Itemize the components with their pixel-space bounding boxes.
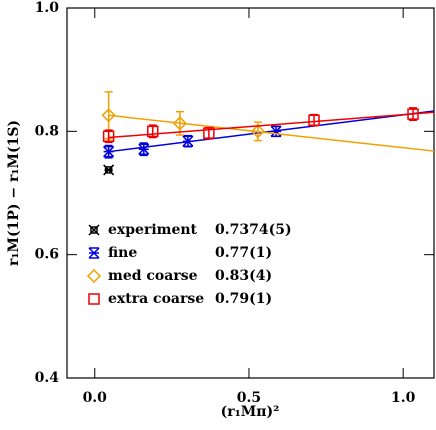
data-point bbox=[103, 145, 115, 158]
data-point bbox=[172, 116, 187, 131]
data-point bbox=[103, 164, 115, 176]
legend-result: 0.79(1) bbox=[215, 291, 272, 307]
x-tick-label: 0.0 bbox=[83, 390, 108, 406]
x-tick-label: 0.5 bbox=[237, 390, 261, 406]
legend-marker bbox=[88, 293, 100, 305]
error-bar bbox=[409, 107, 418, 121]
error-bar bbox=[175, 110, 184, 136]
legend-result: 0.7374(5) bbox=[215, 222, 292, 238]
data-point bbox=[250, 124, 265, 139]
data-point bbox=[101, 108, 116, 123]
x-axis-label: (r₁Mπ)² bbox=[221, 404, 280, 420]
data-point bbox=[102, 130, 115, 143]
error-bar bbox=[148, 124, 157, 139]
legend-marker bbox=[86, 268, 102, 284]
data-point bbox=[270, 125, 282, 138]
legend-label: fine bbox=[108, 245, 137, 261]
error-bar bbox=[104, 129, 113, 144]
y-axis-label: r₁M(1P) − r₁M(1S) bbox=[6, 120, 22, 266]
data-point bbox=[308, 114, 320, 126]
y-tick-label: 0.8 bbox=[35, 123, 59, 139]
data-point bbox=[146, 125, 159, 138]
legend-label: med coarse bbox=[108, 268, 198, 284]
fit-line bbox=[108, 111, 435, 139]
y-tick-label: 0.4 bbox=[35, 370, 60, 386]
y-tick-label: 0.6 bbox=[35, 247, 59, 263]
legend-result: 0.83(4) bbox=[215, 268, 272, 284]
legend-marker bbox=[88, 224, 100, 236]
data-point bbox=[182, 135, 194, 147]
legend-result: 0.77(1) bbox=[215, 245, 272, 261]
data-point bbox=[203, 127, 215, 139]
legend-label: extra coarse bbox=[108, 291, 204, 307]
y-tick-label: 1.0 bbox=[35, 0, 60, 16]
plot-frame bbox=[66, 7, 435, 379]
data-point bbox=[407, 108, 419, 120]
legend-label: experiment bbox=[108, 222, 198, 238]
legend-marker bbox=[88, 247, 100, 259]
x-tick-label: 1.0 bbox=[391, 390, 416, 406]
data-point bbox=[138, 143, 150, 155]
fit-line bbox=[108, 114, 435, 152]
error-bar bbox=[310, 113, 319, 127]
